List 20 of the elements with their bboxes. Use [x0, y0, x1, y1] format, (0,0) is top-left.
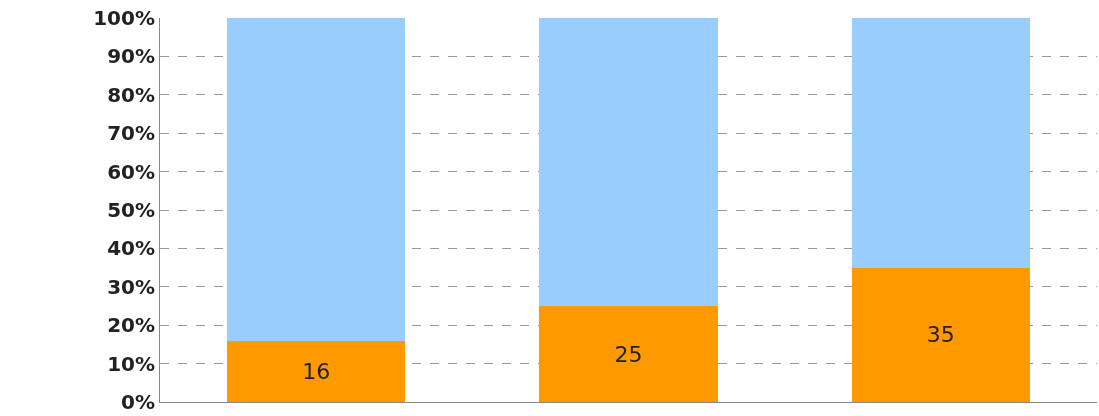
y-tick-label: 40%: [107, 236, 155, 261]
data-label: 16: [302, 358, 331, 384]
y-tick-label: 30%: [107, 274, 155, 299]
y-tick-label: 90%: [107, 44, 155, 69]
y-tick-label: 70%: [107, 121, 155, 146]
bar: [227, 340, 406, 402]
y-tick-label: 60%: [107, 159, 155, 184]
y-tick-label: 50%: [107, 198, 155, 222]
bar: [851, 267, 1030, 402]
y-tick-label: 10%: [107, 351, 155, 376]
bar: [851, 18, 1030, 268]
data-label: 25: [614, 341, 643, 367]
y-tick-label: 0%: [121, 390, 155, 414]
y-tick-label: 100%: [93, 6, 155, 30]
y-tick-label: 20%: [107, 313, 155, 338]
bar: [227, 18, 406, 341]
bar: [539, 306, 718, 402]
bar: [539, 18, 718, 306]
y-tick-label: 80%: [107, 82, 155, 107]
data-label: 35: [926, 322, 955, 348]
